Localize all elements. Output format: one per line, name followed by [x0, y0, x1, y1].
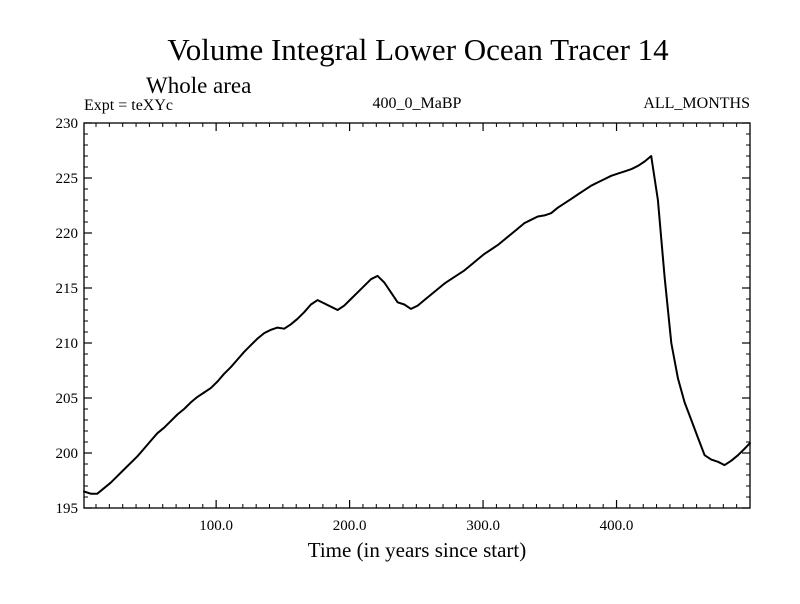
y-tick-label: 205 — [56, 391, 79, 407]
chart-subtitle: Whole area — [146, 73, 251, 98]
y-tick-label: 200 — [56, 446, 79, 462]
plot-frame — [83, 122, 751, 509]
series-layer — [83, 155, 751, 495]
x-tick-label: 400.0 — [600, 518, 634, 534]
x-tick-label: 100.0 — [199, 518, 233, 534]
x-tick-label: 300.0 — [466, 518, 500, 534]
y-tick-label: 215 — [56, 281, 79, 297]
y-axis: 195 200 205 210 215 220 225 230 — [56, 116, 750, 517]
series-line — [83, 155, 751, 495]
chart-title: Volume Integral Lower Ocean Tracer 14 — [167, 32, 669, 67]
y-tick-label: 230 — [56, 116, 79, 132]
x-axis-label: Time (in years since start) — [308, 538, 527, 562]
months-annotation: ALL_MONTHS — [643, 95, 750, 112]
period-annotation: 400_0_MaBP — [373, 95, 462, 112]
experiment-annotation: Expt = teXYc — [84, 97, 173, 114]
x-tick-label: 200.0 — [333, 518, 367, 534]
y-tick-label: 195 — [56, 501, 79, 517]
y-tick-label: 220 — [56, 226, 79, 242]
x-axis: 100.0 200.0 300.0 400.0 — [95, 123, 738, 534]
y-tick-label: 210 — [56, 336, 79, 352]
y-tick-label: 225 — [56, 171, 79, 187]
